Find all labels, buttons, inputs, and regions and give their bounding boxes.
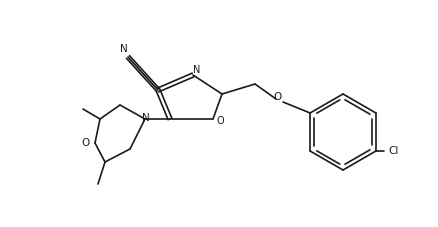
Text: O: O bbox=[82, 138, 90, 148]
Text: Cl: Cl bbox=[388, 146, 398, 156]
Text: O: O bbox=[274, 92, 282, 102]
Text: N: N bbox=[142, 113, 150, 123]
Text: N: N bbox=[120, 44, 128, 54]
Text: N: N bbox=[193, 65, 201, 75]
Text: O: O bbox=[216, 116, 224, 126]
